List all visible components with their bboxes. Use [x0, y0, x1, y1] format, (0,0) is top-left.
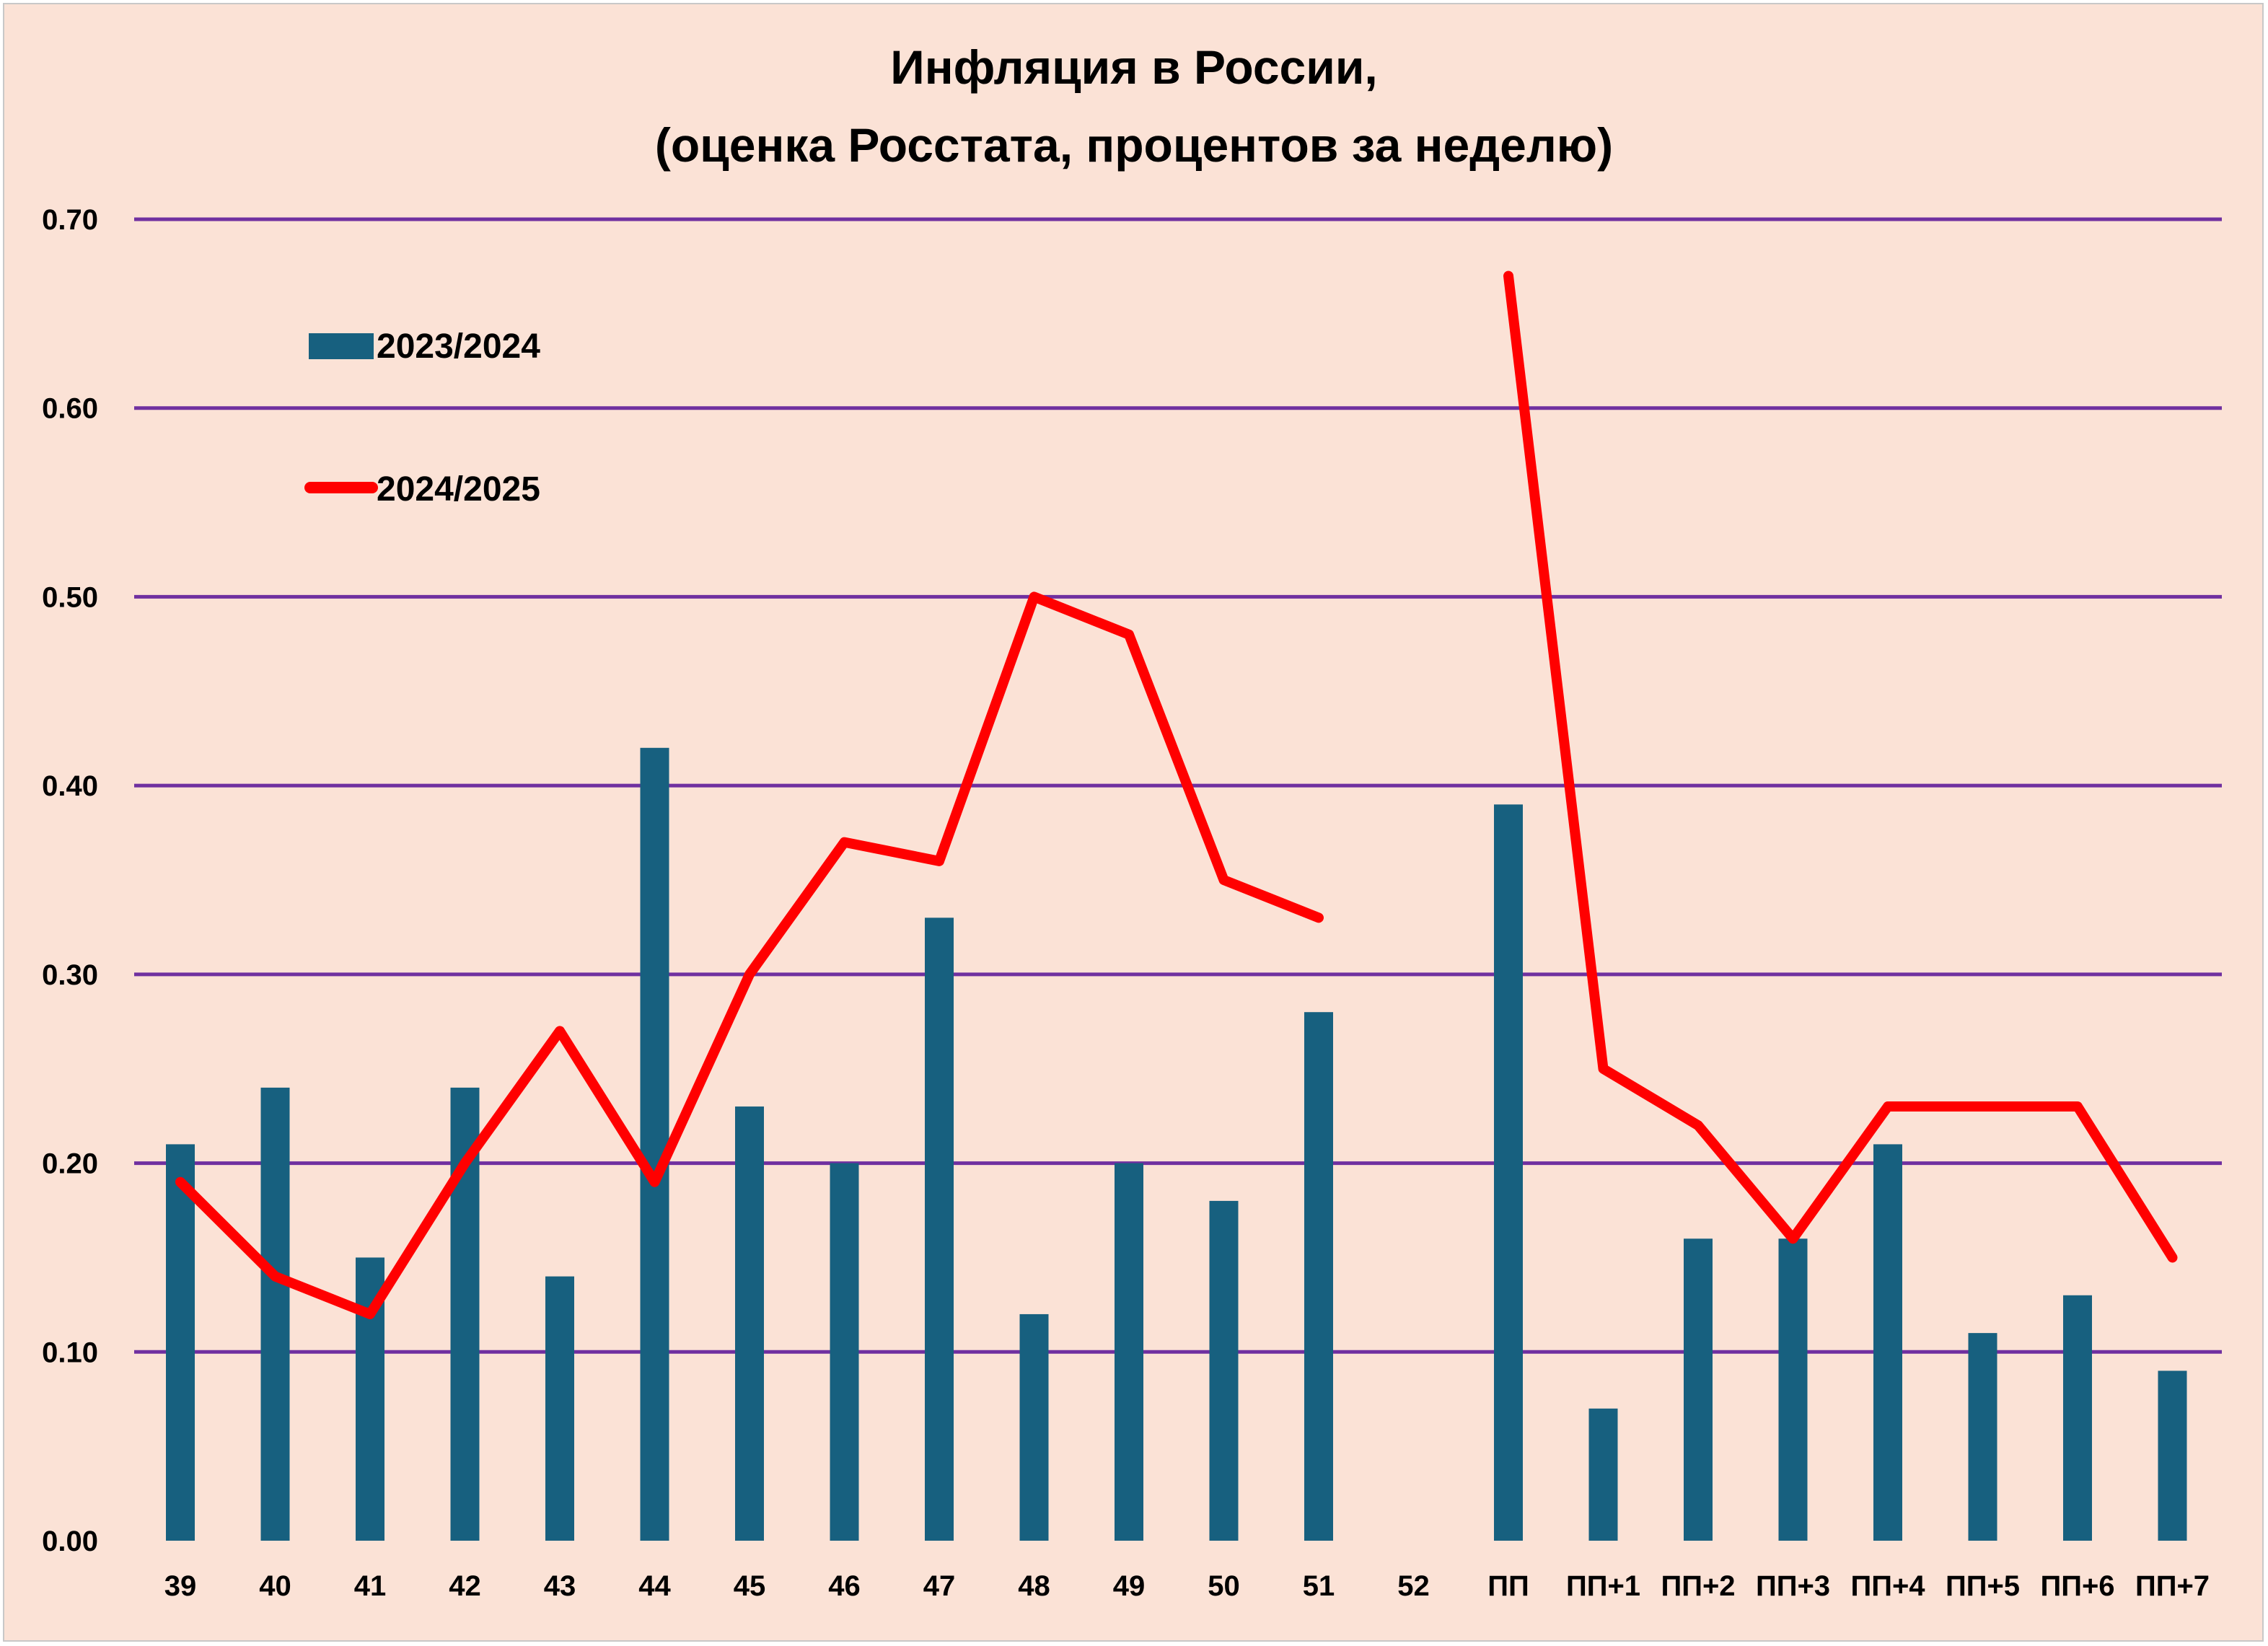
bar-ПП+6 [2063, 1295, 2092, 1541]
x-tick-label: ПП+2 [1661, 1570, 1735, 1602]
y-tick-label: 0.30 [42, 959, 98, 991]
bar-49 [1115, 1163, 1143, 1541]
x-tick-label: 44 [638, 1570, 671, 1602]
chart-frame: Инфляция в России, (оценка Росстата, про… [3, 3, 2264, 1642]
line-point-ПП+6 [2076, 1105, 2079, 1109]
x-tick-label: 48 [1018, 1570, 1050, 1602]
x-tick-label: 45 [734, 1570, 766, 1602]
x-tick-label: 43 [544, 1570, 576, 1602]
x-tick-label: 49 [1113, 1570, 1146, 1602]
line-point-49 [1128, 633, 1130, 636]
y-tick-label: 0.70 [42, 204, 98, 236]
line-point-ПП+5 [1981, 1105, 1984, 1109]
y-tick-label: 0.20 [42, 1148, 98, 1180]
x-tick-label: 41 [354, 1570, 387, 1602]
legend-label-2023-2024: 2023/2024 [377, 327, 540, 366]
x-axis-tick-labels: 39 40 41 42 43 44 45 46 47 48 49 50 51 52 ПП ПП+1 ПП+2 ПП… [164, 1570, 2210, 1602]
bar-47 [925, 917, 954, 1541]
bar-ПП+7 [2158, 1370, 2187, 1541]
y-tick-label: 0.10 [42, 1337, 98, 1368]
bar-ПП [1494, 804, 1523, 1541]
bar-series-2023-2024 [166, 747, 2187, 1541]
bar-51 [1304, 1012, 1333, 1541]
gridlines [134, 217, 2222, 1354]
line-point-44 [653, 1180, 656, 1184]
y-tick-label: 0.60 [42, 393, 98, 425]
bar-50 [1209, 1200, 1239, 1541]
line-point-40 [273, 1275, 277, 1278]
legend-label-2024-2025: 2024/2025 [377, 470, 540, 509]
x-tick-label: 40 [259, 1570, 291, 1602]
y-tick-label: 0.00 [42, 1526, 98, 1557]
line-series-2024-2025 [175, 270, 2178, 1319]
legend-swatch-2023-2024 [309, 333, 374, 359]
line-point-39 [179, 1180, 182, 1184]
bar-39 [166, 1144, 195, 1541]
line-point-ПП+3 [1791, 1237, 1795, 1241]
x-tick-label: 47 [923, 1570, 956, 1602]
y-axis-tick-labels: 0.00 0.10 0.20 0.30 0.40 0.50 0.60 0.70 [42, 204, 98, 1557]
line-point-ПП+2 [1697, 1124, 1700, 1127]
x-tick-label: ПП+3 [1756, 1570, 1830, 1602]
line-point-ПП+4 [1886, 1105, 1889, 1109]
x-tick-label: 42 [449, 1570, 481, 1602]
bar-ПП+4 [1873, 1144, 1902, 1541]
bar-ПП+2 [1684, 1238, 1713, 1541]
bar-ПП+1 [1588, 1408, 1618, 1541]
x-tick-label: ПП+1 [1566, 1570, 1640, 1602]
bar-48 [1019, 1313, 1049, 1541]
line-point-50 [1222, 879, 1226, 881]
x-tick-label: 50 [1208, 1570, 1240, 1602]
chart-title-line-2: (оценка Росстата, процентов за неделю) [655, 118, 1613, 172]
line-point-ПП [1507, 274, 1510, 278]
chart-title-line-1: Инфляция в России, [890, 40, 1377, 94]
x-tick-label: 51 [1303, 1570, 1335, 1602]
bar-ПП+3 [1778, 1238, 1808, 1541]
line-point-46 [843, 840, 846, 844]
x-tick-label: ПП+7 [2135, 1570, 2210, 1602]
line-point-ПП+1 [1601, 1067, 1605, 1070]
line-point-ПП+7 [2171, 1256, 2174, 1259]
x-tick-label: ПП [1487, 1570, 1529, 1602]
line-point-42 [463, 1161, 467, 1165]
chart-svg: Инфляция в России, (оценка Росстата, про… [4, 4, 2262, 1640]
line-segment-2 [1503, 270, 2178, 1263]
line-point-45 [748, 972, 751, 976]
x-tick-label: ПП+6 [2040, 1570, 2114, 1602]
line-point-43 [558, 1029, 561, 1033]
legend: 2023/2024 2024/2025 [304, 327, 540, 509]
line-point-48 [1032, 595, 1036, 599]
x-tick-label: 46 [828, 1570, 861, 1602]
x-tick-label: 52 [1397, 1570, 1430, 1602]
bar-45 [735, 1106, 764, 1541]
bar-40 [260, 1087, 290, 1541]
bar-46 [830, 1163, 859, 1541]
x-tick-label: 39 [164, 1570, 197, 1602]
bar-44 [640, 747, 669, 1541]
line-point-41 [369, 1312, 372, 1316]
x-tick-label: ПП+4 [1850, 1570, 1925, 1602]
line-point-51 [1317, 916, 1320, 920]
bar-ПП+5 [1968, 1333, 1997, 1541]
line-point-47 [938, 859, 941, 863]
y-tick-label: 0.40 [42, 770, 98, 802]
bar-43 [545, 1276, 574, 1541]
x-tick-label: ПП+5 [1946, 1570, 2020, 1602]
y-tick-label: 0.50 [42, 581, 98, 613]
